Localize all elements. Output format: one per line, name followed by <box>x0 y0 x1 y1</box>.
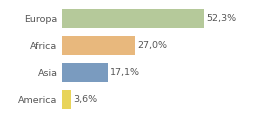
Bar <box>62 90 71 109</box>
Text: 27,0%: 27,0% <box>137 41 167 50</box>
Bar <box>62 63 108 82</box>
Bar <box>62 9 204 28</box>
Text: 17,1%: 17,1% <box>110 68 140 77</box>
Text: 3,6%: 3,6% <box>74 95 98 104</box>
Bar <box>62 36 135 55</box>
Text: 52,3%: 52,3% <box>206 14 236 23</box>
